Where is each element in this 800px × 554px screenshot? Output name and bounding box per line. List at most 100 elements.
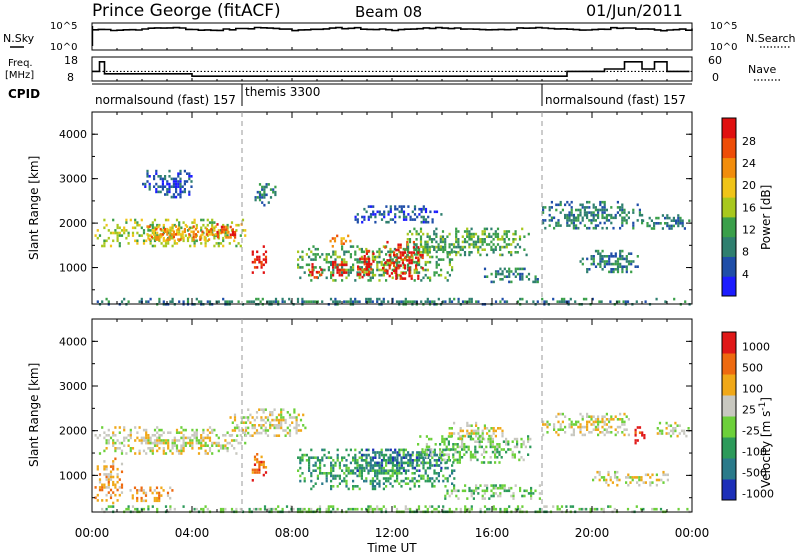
velocity-cell: [297, 413, 300, 417]
velocity-cell: [501, 434, 504, 438]
velocity-cell: [338, 466, 341, 470]
velocity-cell: [641, 431, 644, 434]
velocity-cell: [101, 499, 104, 502]
velocity-cell: [155, 486, 159, 490]
velocity-cell: [118, 431, 121, 434]
velocity-cell: [579, 431, 582, 434]
power-colorbar-tick: 20: [742, 179, 756, 192]
power-cell: [393, 266, 396, 269]
power-cell: [507, 243, 511, 246]
velocity-cell: [483, 461, 486, 464]
power-cell: [446, 255, 449, 259]
power-cell: [312, 300, 315, 303]
velocity-cell: [277, 421, 281, 424]
velocity-cell: [474, 440, 477, 443]
velocity-cell: [235, 439, 238, 442]
power-cell: [406, 253, 409, 257]
velocity-cell: [453, 477, 456, 480]
power-cell: [342, 242, 345, 245]
velocity-cell: [441, 458, 444, 462]
power-cell: [380, 300, 383, 303]
velocity-cell: [481, 489, 484, 493]
velocity-cell: [230, 507, 234, 511]
power-cell: [116, 223, 119, 227]
velocity-cell: [215, 444, 218, 447]
velocity-cell: [598, 470, 601, 474]
power-cell: [260, 260, 263, 264]
velocity-cell: [455, 494, 458, 498]
velocity-cell: [291, 416, 294, 419]
velocity-cell: [450, 448, 453, 451]
power-cell: [534, 275, 537, 278]
velocity-cell: [349, 461, 352, 465]
power-cell: [468, 238, 471, 241]
power-cell: [420, 245, 423, 248]
velocity-cell: [197, 441, 201, 445]
velocity-cell: [173, 507, 176, 511]
velocity-cell: [356, 485, 359, 488]
power-cell: [251, 260, 254, 264]
velocity-cell: [420, 456, 423, 459]
power-cell: [342, 237, 345, 240]
velocity-cell: [103, 486, 106, 489]
velocity-cell: [530, 486, 533, 490]
velocity-cell: [580, 507, 583, 511]
velocity-cell: [125, 507, 128, 511]
velocity-cell: [601, 415, 604, 418]
power-cell: [389, 210, 392, 214]
velocity-cell: [371, 459, 374, 462]
velocity-cell: [649, 481, 652, 484]
velocity-cell: [178, 439, 181, 442]
velocity-cell: [475, 486, 478, 490]
velocity-cell: [400, 485, 403, 488]
velocity-cell: [162, 439, 165, 442]
velocity-cell: [398, 451, 401, 454]
velocity-cell: [318, 507, 322, 511]
power-cell: [157, 238, 160, 241]
power-cell: [419, 235, 423, 238]
power-cell: [195, 226, 198, 230]
power-cell: [297, 266, 300, 269]
velocity-cell: [251, 426, 254, 430]
power-cell: [616, 262, 620, 266]
power-cell: [544, 206, 547, 209]
power-cell: [429, 279, 432, 282]
power-cell: [519, 278, 522, 281]
velocity-cell: [391, 459, 395, 462]
power-cell: [177, 180, 180, 183]
power-cell: [496, 235, 500, 238]
velocity-cell: [505, 489, 508, 493]
power-cell: [340, 260, 343, 264]
velocity-cell: [169, 449, 172, 453]
velocity-cell: [277, 426, 281, 430]
power-cell: [463, 245, 467, 249]
velocity-cell: [360, 474, 363, 478]
power-cell: [472, 243, 475, 246]
velocity-cell: [336, 456, 339, 459]
power-cell: [208, 221, 212, 224]
velocity-cell: [382, 472, 385, 475]
power-cell: [605, 216, 608, 220]
power-cell: [417, 246, 420, 249]
velocity-cell: [456, 458, 459, 462]
velocity-cell: [444, 448, 447, 452]
velocity-cell: [396, 472, 399, 475]
power-cell: [277, 300, 280, 303]
power-cell: [162, 223, 165, 227]
power-cell: [638, 213, 641, 217]
power-cell: [123, 226, 126, 230]
velocity-cell: [259, 507, 262, 511]
power-cell: [190, 185, 193, 188]
velocity-cell: [411, 451, 414, 454]
power-cell: [188, 193, 191, 196]
power-cell: [264, 260, 268, 264]
power-cell: [365, 268, 368, 271]
power-cell: [653, 222, 656, 225]
power-cell: [390, 272, 393, 275]
power-cell: [220, 225, 223, 229]
velocity-cell: [173, 439, 176, 442]
power-cell: [357, 273, 360, 276]
velocity-cell: [623, 433, 626, 437]
velocity-cell: [570, 425, 573, 429]
power-cell: [597, 211, 600, 214]
